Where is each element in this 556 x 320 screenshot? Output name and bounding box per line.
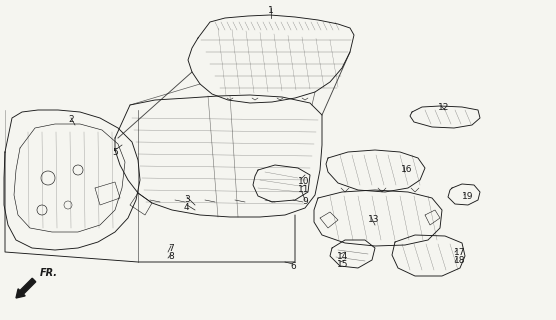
Text: 13: 13 [368,215,380,224]
Text: 4: 4 [184,203,190,212]
Text: 1: 1 [268,6,274,15]
Text: 5: 5 [112,148,118,157]
FancyArrow shape [16,278,36,298]
Text: 8: 8 [168,252,173,261]
Text: 9: 9 [302,197,308,206]
Text: 10: 10 [298,177,310,186]
Text: 14: 14 [337,252,349,261]
Text: 12: 12 [438,103,449,112]
Text: 19: 19 [462,192,474,201]
Text: 18: 18 [454,256,465,265]
Text: 2: 2 [68,115,73,124]
Text: 3: 3 [184,195,190,204]
Text: 15: 15 [337,260,349,269]
Text: 17: 17 [454,248,465,257]
Text: 16: 16 [401,165,413,174]
Text: 6: 6 [290,262,296,271]
Text: FR.: FR. [40,268,58,278]
Text: 7: 7 [168,244,173,253]
Text: 11: 11 [298,185,310,194]
